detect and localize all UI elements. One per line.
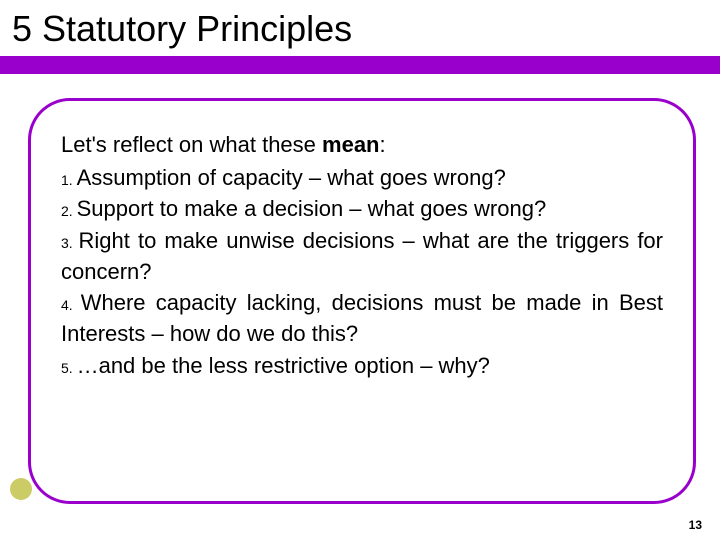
item-number: 5. xyxy=(61,360,77,376)
page-number: 13 xyxy=(689,518,702,532)
list-item: 4. Where capacity lacking, decisions mus… xyxy=(61,287,663,349)
list-item: 3. Right to make unwise decisions – what… xyxy=(61,225,663,287)
list-item: 2. Support to make a decision – what goe… xyxy=(61,193,663,224)
intro-suffix: : xyxy=(380,132,386,157)
body-text: Let's reflect on what these mean: 1. Ass… xyxy=(61,129,663,381)
title-underline-bar xyxy=(0,56,720,74)
item-text: Support to make a decision – what goes w… xyxy=(77,196,547,221)
accent-dot-icon xyxy=(10,478,32,500)
slide-title: 5 Statutory Principles xyxy=(12,8,720,50)
intro-bold: mean xyxy=(322,132,379,157)
item-text: Where capacity lacking, decisions must b… xyxy=(61,290,663,346)
item-text: …and be the less restrictive option – wh… xyxy=(77,353,490,378)
list-item: 5. …and be the less restrictive option –… xyxy=(61,350,663,381)
item-number: 3. xyxy=(61,235,79,251)
item-text: Right to make unwise decisions – what ar… xyxy=(61,228,663,284)
item-number: 2. xyxy=(61,203,77,219)
item-number: 4. xyxy=(61,297,81,313)
title-region: 5 Statutory Principles xyxy=(0,0,720,50)
item-text: Assumption of capacity – what goes wrong… xyxy=(77,165,506,190)
intro-prefix: Let's reflect on what these xyxy=(61,132,322,157)
list-item: 1. Assumption of capacity – what goes wr… xyxy=(61,162,663,193)
item-number: 1. xyxy=(61,172,77,188)
content-frame: Let's reflect on what these mean: 1. Ass… xyxy=(28,98,696,504)
intro-line: Let's reflect on what these mean: xyxy=(61,129,663,160)
